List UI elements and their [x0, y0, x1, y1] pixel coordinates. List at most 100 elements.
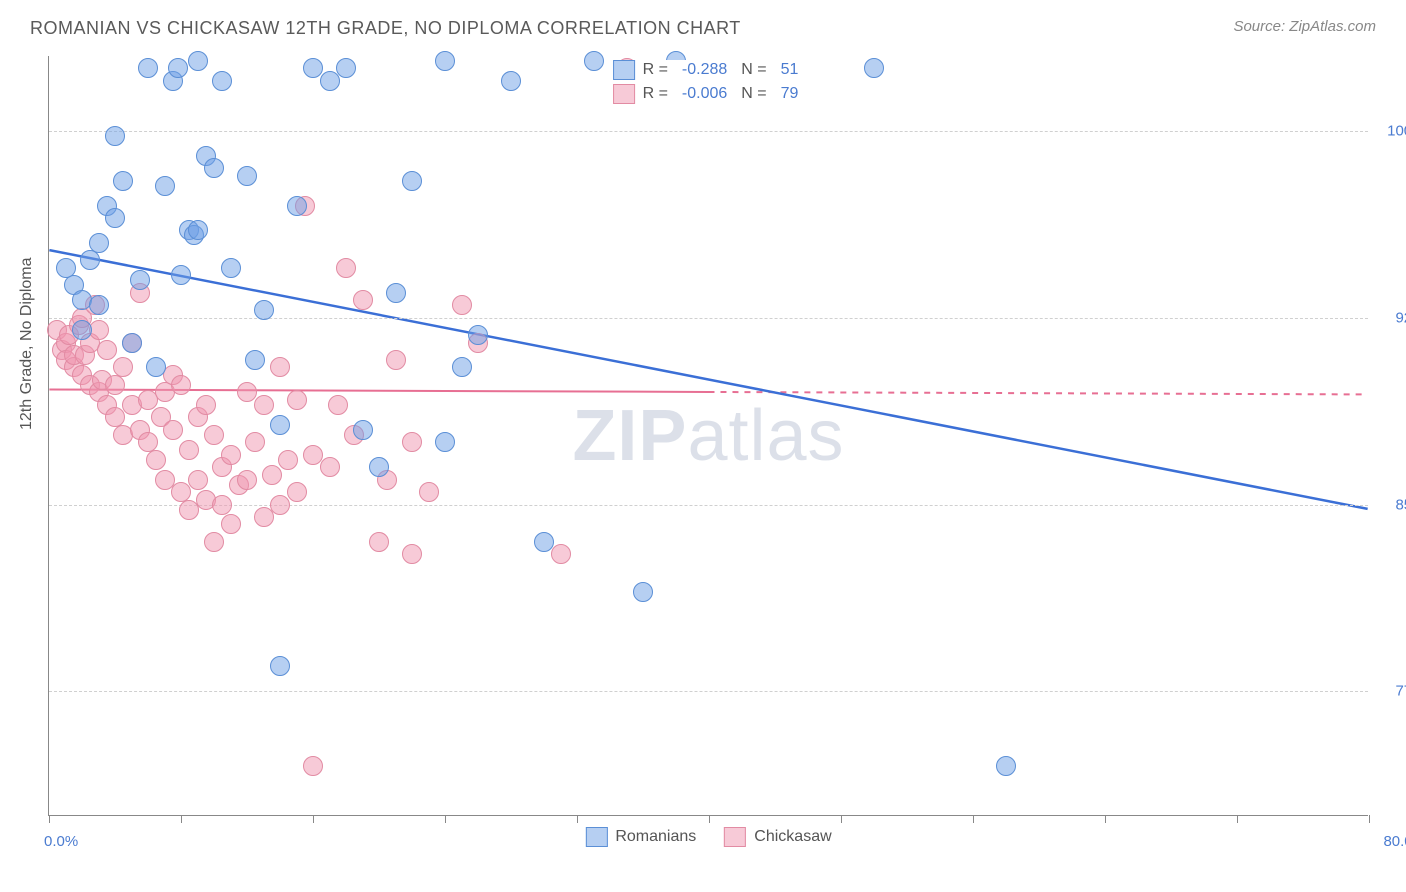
chickasaw-point — [196, 395, 216, 415]
x-tick — [1105, 815, 1106, 823]
romanians-point — [237, 166, 257, 186]
romanians-point — [245, 350, 265, 370]
chickasaw-point — [369, 532, 389, 552]
romanians-point — [89, 295, 109, 315]
y-tick-label: 85.0% — [1395, 496, 1406, 513]
chickasaw-label: Chickasaw — [754, 828, 831, 846]
romanians-point — [105, 126, 125, 146]
romanians-point — [221, 258, 241, 278]
romanians-point — [270, 656, 290, 676]
correlation-legend: R = -0.288 N = 51 R = -0.006 N = 79 — [613, 60, 805, 104]
romanians-point — [188, 51, 208, 71]
romanians-point — [80, 250, 100, 270]
romanians-point — [168, 58, 188, 78]
x-min-label: 0.0% — [44, 833, 78, 850]
romanians-point — [254, 300, 274, 320]
romanians-point — [369, 457, 389, 477]
chickasaw-swatch-icon — [724, 827, 746, 847]
series-legend: Romanians Chickasaw — [585, 827, 831, 847]
chickasaw-point — [237, 470, 257, 490]
chickasaw-point — [212, 495, 232, 515]
chickasaw-point — [204, 532, 224, 552]
r-label: R = — [643, 61, 668, 79]
romanians-point — [146, 357, 166, 377]
gridline — [49, 318, 1368, 319]
r-label: R = — [643, 85, 668, 103]
chickasaw-point — [419, 482, 439, 502]
romanians-point — [864, 58, 884, 78]
x-tick — [49, 815, 50, 823]
x-tick — [445, 815, 446, 823]
chickasaw-point — [113, 357, 133, 377]
chickasaw-n-value: 79 — [781, 85, 799, 103]
romanians-point — [105, 208, 125, 228]
x-tick — [313, 815, 314, 823]
chickasaw-point — [303, 756, 323, 776]
chickasaw-point — [402, 544, 422, 564]
chickasaw-point — [452, 295, 472, 315]
romanians-point — [435, 432, 455, 452]
y-tick-label: 92.5% — [1395, 309, 1406, 326]
x-max-label: 80.0% — [1383, 833, 1406, 850]
x-tick — [577, 815, 578, 823]
romanians-swatch-icon — [613, 60, 635, 80]
y-axis-title: 12th Grade, No Diploma — [18, 257, 36, 430]
chickasaw-point — [179, 440, 199, 460]
romanians-point — [287, 196, 307, 216]
romanians-point — [435, 51, 455, 71]
romanians-point — [130, 270, 150, 290]
gridline — [49, 691, 1368, 692]
chickasaw-point — [287, 482, 307, 502]
romanians-point — [402, 171, 422, 191]
romanians-point — [534, 532, 554, 552]
romanians-point — [188, 220, 208, 240]
legend-item-chickasaw: Chickasaw — [724, 827, 831, 847]
romanians-label: Romanians — [615, 828, 696, 846]
source-label: Source: ZipAtlas.com — [1233, 18, 1376, 35]
x-tick — [973, 815, 974, 823]
romanians-point — [138, 58, 158, 78]
romanians-point — [171, 265, 191, 285]
chickasaw-point — [163, 420, 183, 440]
chickasaw-point — [287, 390, 307, 410]
romanians-point — [633, 582, 653, 602]
romanians-point — [386, 283, 406, 303]
chickasaw-point — [254, 507, 274, 527]
romanians-n-value: 51 — [781, 61, 799, 79]
romanians-point — [584, 51, 604, 71]
chickasaw-point — [221, 445, 241, 465]
watermark: ZIPatlas — [572, 395, 844, 477]
legend-row-romanians: R = -0.288 N = 51 — [613, 60, 805, 80]
chickasaw-point — [262, 465, 282, 485]
legend-item-romanians: Romanians — [585, 827, 696, 847]
y-tick-label: 77.5% — [1395, 683, 1406, 700]
chickasaw-point — [353, 290, 373, 310]
chickasaw-r-value: -0.006 — [682, 85, 727, 103]
romanians-point — [336, 58, 356, 78]
chickasaw-point — [320, 457, 340, 477]
romanians-point — [204, 158, 224, 178]
romanians-point — [270, 415, 290, 435]
chickasaw-point — [270, 495, 290, 515]
y-tick-label: 100.0% — [1387, 122, 1406, 139]
chickasaw-swatch-icon — [613, 84, 635, 104]
gridline — [49, 131, 1368, 132]
scatter-chart: ZIPatlas R = -0.288 N = 51 R = -0.006 N … — [48, 56, 1368, 816]
x-tick — [1237, 815, 1238, 823]
chickasaw-point — [221, 514, 241, 534]
romanians-point — [452, 357, 472, 377]
x-tick — [841, 815, 842, 823]
romanians-r-value: -0.288 — [682, 61, 727, 79]
chickasaw-point — [551, 544, 571, 564]
chickasaw-point — [328, 395, 348, 415]
romanians-point — [72, 320, 92, 340]
romanians-point — [113, 171, 133, 191]
chickasaw-point — [245, 432, 265, 452]
romanians-point — [122, 333, 142, 353]
chickasaw-point — [336, 258, 356, 278]
n-label: N = — [741, 85, 766, 103]
romanians-point — [501, 71, 521, 91]
chickasaw-point — [146, 450, 166, 470]
chickasaw-point — [105, 375, 125, 395]
chickasaw-point — [97, 340, 117, 360]
